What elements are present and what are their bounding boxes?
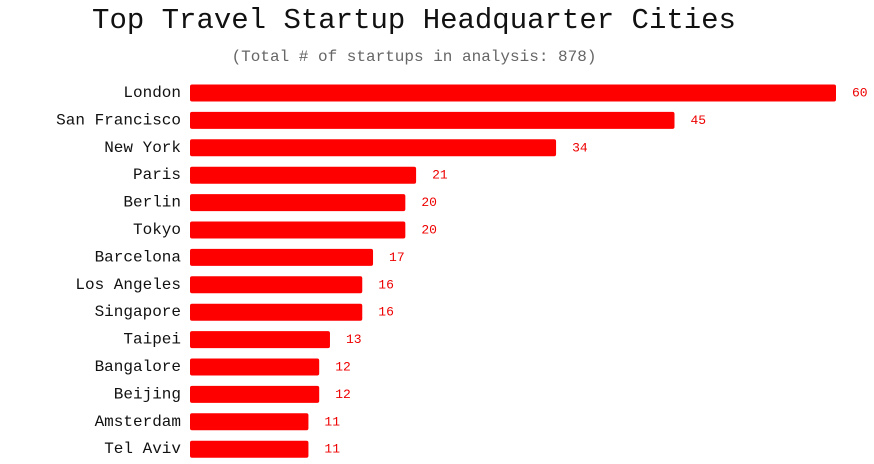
bar — [190, 111, 675, 129]
value-label: 21 — [432, 168, 448, 183]
value-label: 12 — [335, 387, 351, 402]
bar — [190, 276, 363, 294]
category-label: Singapore — [95, 303, 181, 321]
value-label: 17 — [389, 250, 405, 265]
category-label: New York — [104, 139, 181, 157]
bar — [190, 385, 320, 403]
bar — [190, 221, 406, 239]
category-label: London — [123, 84, 181, 102]
bar — [190, 166, 417, 184]
value-label: 34 — [572, 140, 588, 155]
category-label: Berlin — [123, 194, 181, 212]
bar — [190, 413, 309, 431]
category-label: Bangalore — [95, 358, 181, 376]
value-label: 20 — [421, 195, 437, 210]
value-label: 16 — [378, 277, 394, 292]
bar — [190, 194, 406, 212]
bar — [190, 139, 557, 157]
value-label: 16 — [378, 305, 394, 320]
value-label: 11 — [324, 442, 340, 457]
category-label: Barcelona — [95, 248, 182, 266]
value-label: 11 — [324, 414, 340, 429]
category-label: Taipei — [123, 331, 181, 349]
category-label: Beijing — [114, 385, 181, 403]
category-label: San Francisco — [56, 111, 181, 129]
value-label: 20 — [421, 223, 437, 238]
value-label: 12 — [335, 360, 351, 375]
bar — [190, 303, 363, 321]
chart-subtitle: (Total # of startups in analysis: 878) — [231, 48, 597, 66]
bar — [190, 440, 309, 458]
bar — [190, 358, 320, 376]
category-label: Amsterdam — [95, 413, 181, 431]
category-label: Los Angeles — [75, 276, 181, 294]
bar — [190, 84, 836, 102]
value-label: 45 — [691, 113, 707, 128]
chart-title: Top Travel Startup Headquarter Cities — [92, 4, 736, 37]
category-label: Paris — [133, 166, 181, 184]
category-label: Tokyo — [133, 221, 181, 239]
bar — [190, 331, 330, 349]
value-label: 60 — [852, 86, 868, 101]
category-label: Tel Aviv — [104, 440, 181, 458]
bar — [190, 248, 374, 266]
value-label: 13 — [346, 332, 362, 347]
